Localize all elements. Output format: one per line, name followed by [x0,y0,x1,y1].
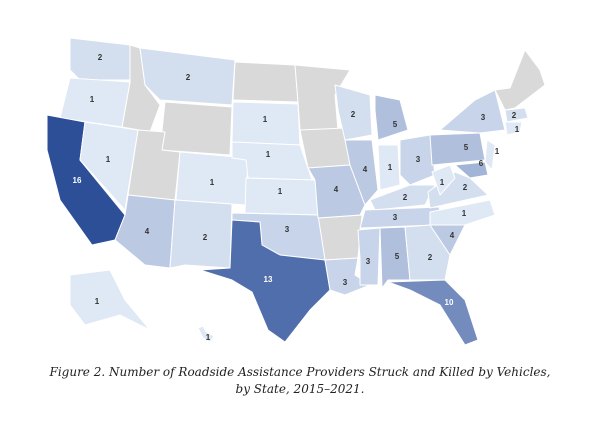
state-value-label: 3 [285,225,290,234]
state [139,47,236,106]
state-value-label: 6 [479,159,484,168]
state-value-label: 1 [440,178,445,187]
state-value-label: 3 [343,278,348,287]
state [379,226,411,289]
state-value-label: 3 [393,213,398,222]
state-value-label: 2 [98,53,103,62]
no-data-states [121,44,546,261]
state [199,219,331,343]
state [169,199,233,269]
no-data-state [317,214,363,261]
state-value-label: 2 [403,193,408,202]
state-value-label: 1 [206,333,211,342]
state-value-label: 2 [512,111,517,120]
state-value-label: 1 [106,155,111,164]
state-value-label: 13 [264,275,273,284]
state-value-label: 1 [388,163,393,172]
state-value-label: 2 [203,233,208,242]
state [504,121,523,136]
state [374,94,409,141]
state [377,144,401,191]
state [344,139,379,206]
state [484,139,496,171]
no-data-state [232,61,299,103]
state-value-label: 5 [393,120,398,129]
state-value-label: 1 [90,95,95,104]
state [59,77,131,128]
state-value-label: 1 [263,115,268,124]
no-data-state [299,127,351,169]
state-value-label: 16 [73,176,82,185]
state-value-label: 2 [351,110,356,119]
state-value-label: 1 [210,178,215,187]
state-value-label: 4 [334,185,339,194]
state [197,325,215,343]
state-value-label: 10 [445,298,454,307]
state [357,227,381,286]
state-value-label: 4 [450,231,455,240]
state-value-label: 4 [363,165,368,174]
state [431,164,456,196]
state [439,89,506,134]
state-value-label: 5 [464,143,469,152]
state [244,177,319,216]
state-value-label: 1 [266,150,271,159]
state-value-label: 2 [428,253,433,262]
state-value-label: 1 [95,297,100,306]
no-data-state [159,101,233,156]
state [429,132,486,166]
state [504,107,529,123]
state-value-label: 3 [366,257,371,266]
state-value-label: 3 [481,113,486,122]
state-value-label: 1 [515,125,520,134]
state-value-label: 4 [145,227,150,236]
state-value-label: 1 [462,209,467,218]
state [69,269,151,331]
state-value-label: 1 [278,187,283,196]
state [454,161,489,179]
state [79,121,139,211]
no-data-state [494,49,546,111]
state [429,199,496,226]
state-value-label: 1 [495,147,500,156]
state [387,279,479,346]
state-value-label: 2 [463,183,468,192]
state-value-label: 3 [416,155,421,164]
state [399,134,436,186]
caption-line: by State, 2015–2021. [236,382,365,396]
state-value-label: 5 [395,252,400,261]
state-value-label: 2 [186,73,191,82]
caption-line: Figure 2. Number of Roadside Assistance … [49,365,551,379]
state [334,84,373,141]
